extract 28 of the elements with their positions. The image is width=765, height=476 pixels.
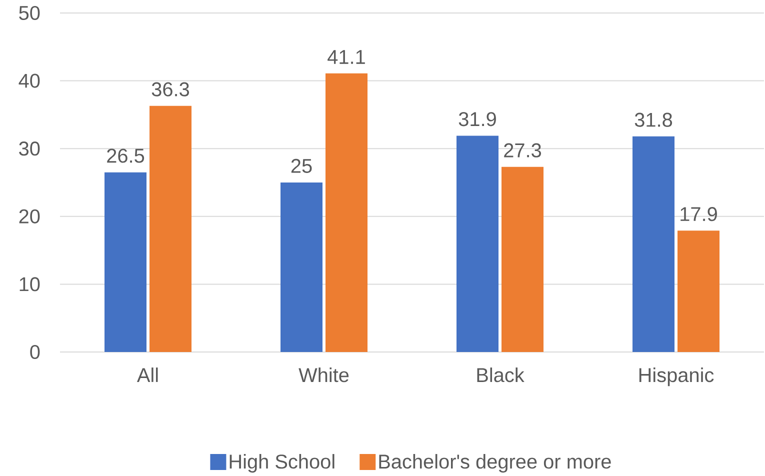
data-label: 27.3 [504, 143, 542, 158]
bar [150, 106, 192, 352]
x-tick-label: All [136, 368, 158, 382]
bar [456, 136, 499, 352]
x-tick-label: White [298, 368, 349, 382]
data-label: 31.8 [634, 112, 672, 127]
y-tick-label: 20 [19, 209, 40, 224]
bar [104, 172, 146, 352]
bar [502, 166, 544, 352]
y-tick-label: 50 [19, 6, 40, 20]
bar [280, 182, 322, 352]
legend-label: Bachelor's degree or more [379, 454, 611, 473]
x-tick-label: Black [477, 368, 524, 382]
data-label: 17.9 [680, 207, 717, 222]
y-tick-label: 40 [18, 74, 40, 88]
bar [678, 230, 720, 352]
x-tick-label: Hispanic [639, 368, 714, 386]
bar [632, 136, 675, 352]
data-label: 25 [291, 158, 312, 173]
legend-label: High School [230, 454, 334, 473]
y-tick-label: 10 [20, 277, 40, 292]
data-label: 41.1 [328, 50, 365, 64]
data-label: 26.5 [107, 148, 144, 163]
y-tick-label: 30 [19, 142, 40, 156]
y-tick-label: 0 [30, 344, 40, 360]
bar [326, 73, 368, 352]
data-label: 36.3 [152, 82, 190, 96]
data-label: 31.9 [458, 112, 496, 126]
